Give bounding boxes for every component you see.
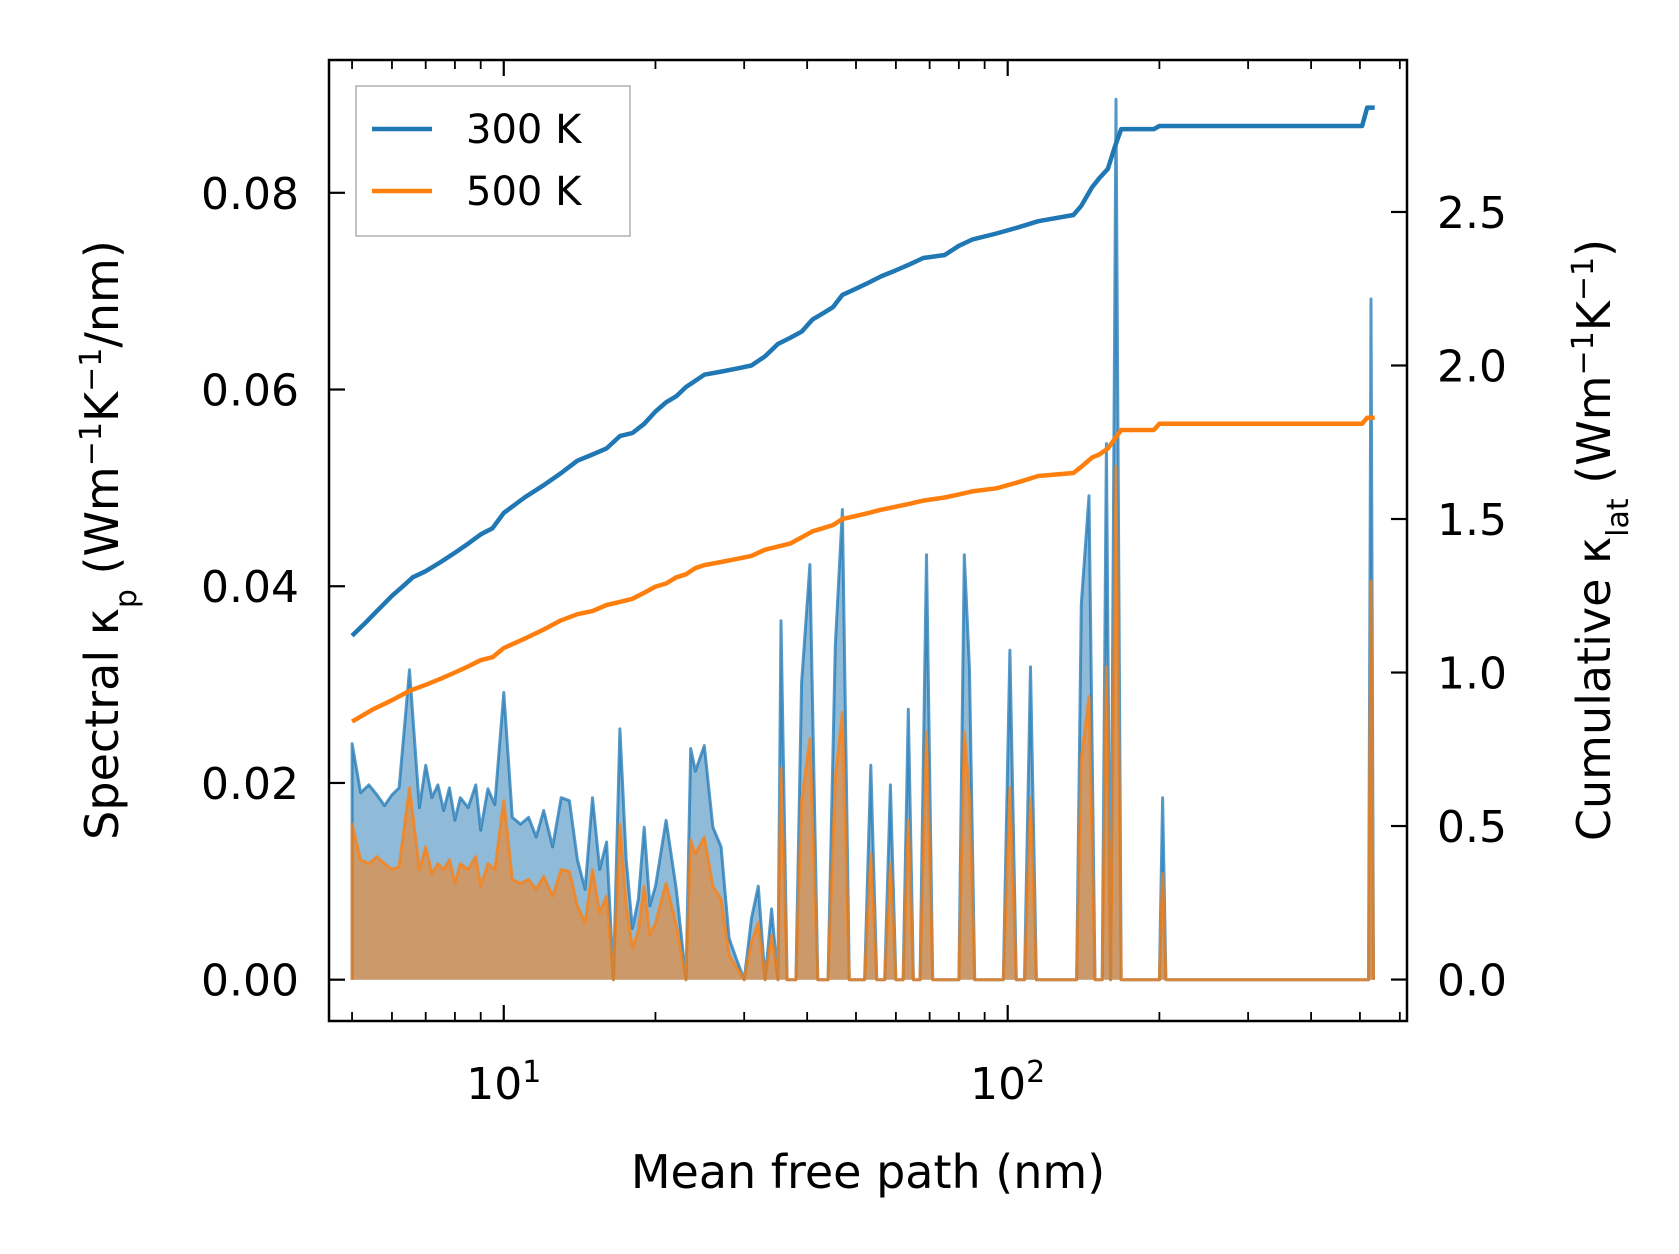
axes-layer: 0.00 0.02 0.04 0.06 0.08 0.0 0.5 1.0 1.5 2.0 2.5 10… <box>201 60 1507 1110</box>
legend-box <box>355 85 631 237</box>
y-left-tick-label: 0.08 <box>201 169 299 220</box>
y-right-tick-label: 2.0 <box>1437 341 1507 392</box>
spectral-line-300k <box>350 97 1375 982</box>
y-left-axis-label: Spectral κp (Wm−1K−1/nm) <box>74 240 144 840</box>
y-right-tick-label: 0.0 <box>1437 956 1507 1007</box>
x-axis-label: Mean free path (nm) <box>631 1145 1105 1199</box>
legend-label-500k: 500 K <box>466 169 583 215</box>
y-right-tick-label: 1.0 <box>1437 649 1507 700</box>
spectral-line-layer <box>350 97 1375 982</box>
legend-label-300k: 300 K <box>466 107 583 153</box>
y-right-axis-label: Cumulative κlat (Wm−1K−1) <box>1566 239 1636 841</box>
cumulative-line-300k <box>350 105 1375 638</box>
y-left-tick-label: 0.06 <box>201 366 299 417</box>
spectral-line-500k <box>350 464 1375 982</box>
y-right-tick-label: 0.5 <box>1437 802 1507 853</box>
legend: 300 K 500 K <box>355 85 631 237</box>
x-tick-label: 101 <box>466 1055 541 1111</box>
y-left-tick-label: 0.04 <box>201 562 299 613</box>
y-left-tick-label: 0.00 <box>201 956 299 1007</box>
y-left-tick-label: 0.02 <box>201 759 299 810</box>
y-right-tick-label: 2.5 <box>1437 188 1507 239</box>
plot-frame <box>327 58 1409 1023</box>
spectral-fill-500k <box>352 466 1374 980</box>
y-right-tick-label: 1.5 <box>1437 495 1507 546</box>
cumulative-line-500k <box>350 415 1375 724</box>
cumulative-line-layer <box>350 105 1375 724</box>
x-tick-label: 102 <box>970 1055 1045 1111</box>
